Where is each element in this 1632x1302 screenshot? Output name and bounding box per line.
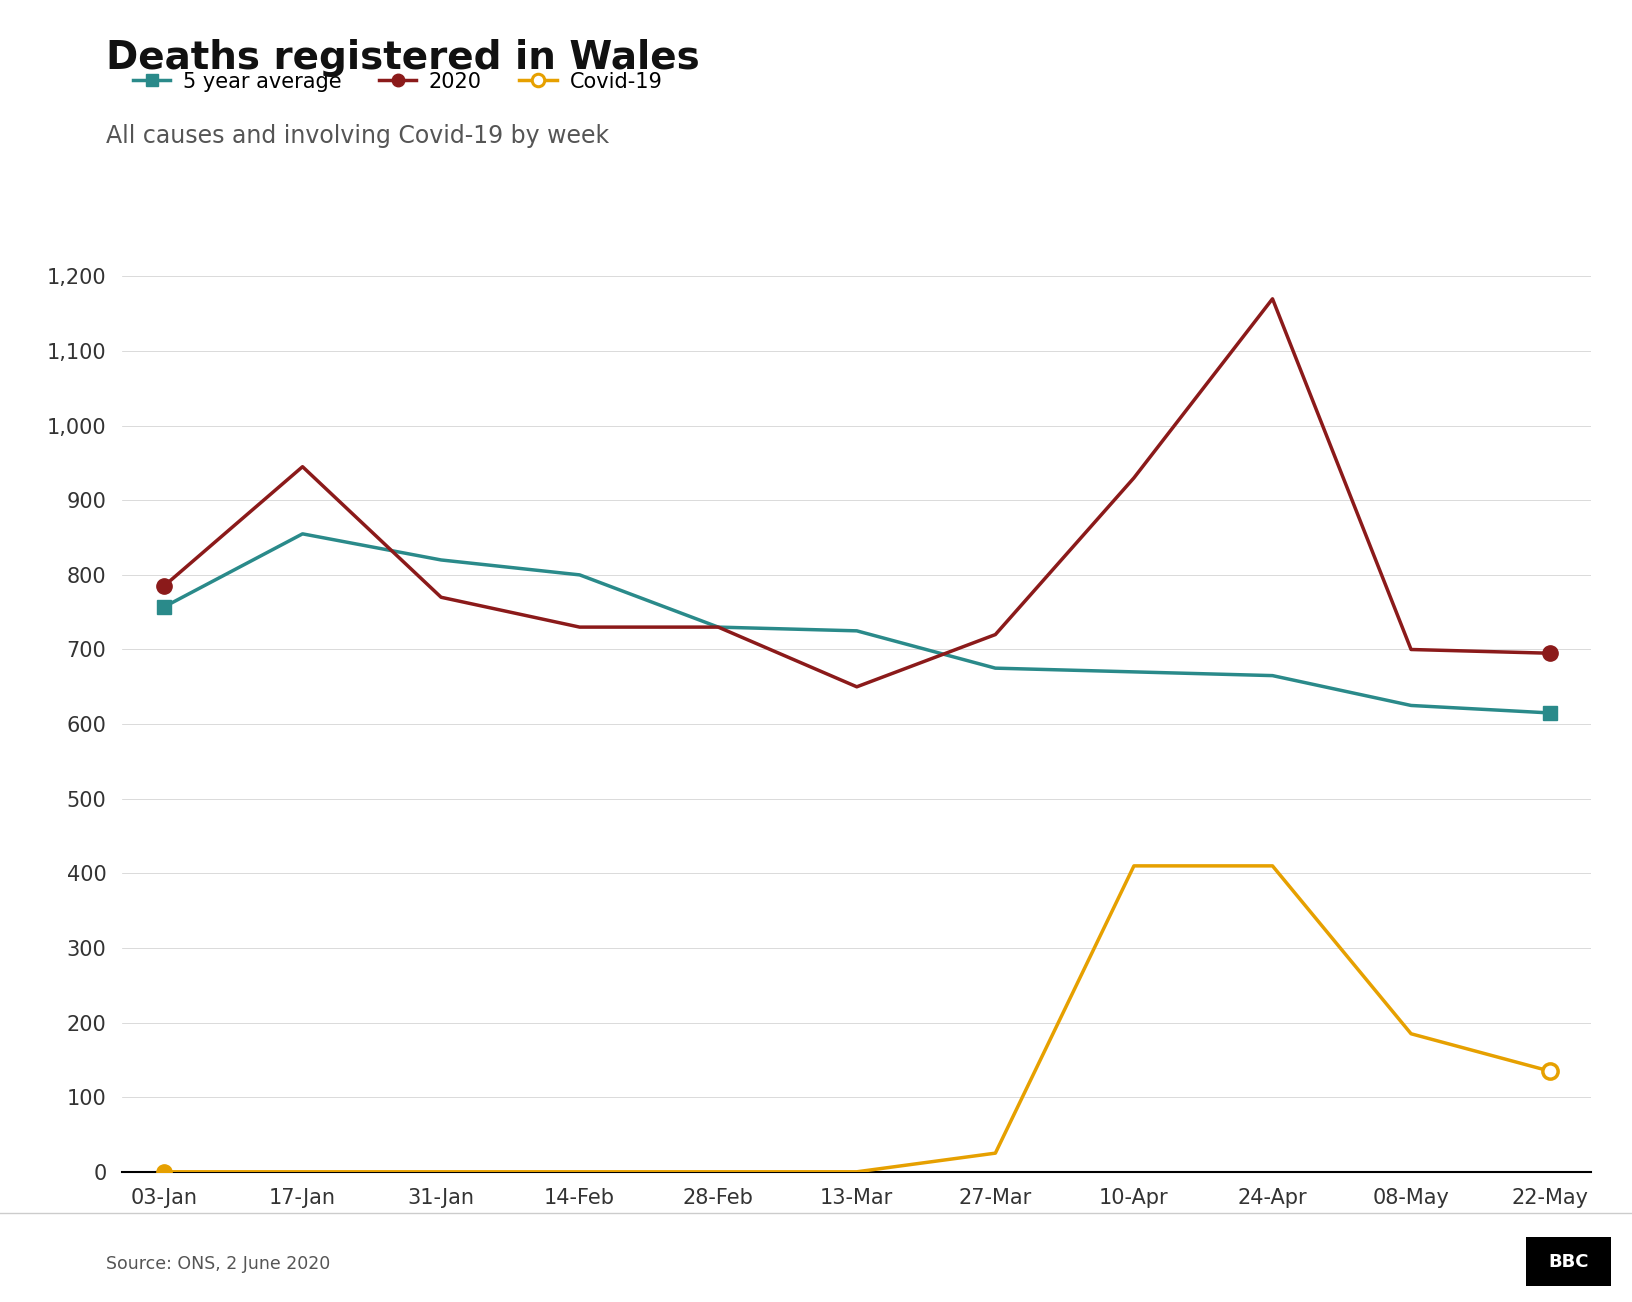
Text: BBC: BBC xyxy=(1549,1253,1588,1271)
Legend: 5 year average, 2020, Covid-19: 5 year average, 2020, Covid-19 xyxy=(132,72,663,91)
Text: All causes and involving Covid-19 by week: All causes and involving Covid-19 by wee… xyxy=(106,124,609,147)
Text: Source: ONS, 2 June 2020: Source: ONS, 2 June 2020 xyxy=(106,1255,330,1273)
Text: Deaths registered in Wales: Deaths registered in Wales xyxy=(106,39,700,77)
